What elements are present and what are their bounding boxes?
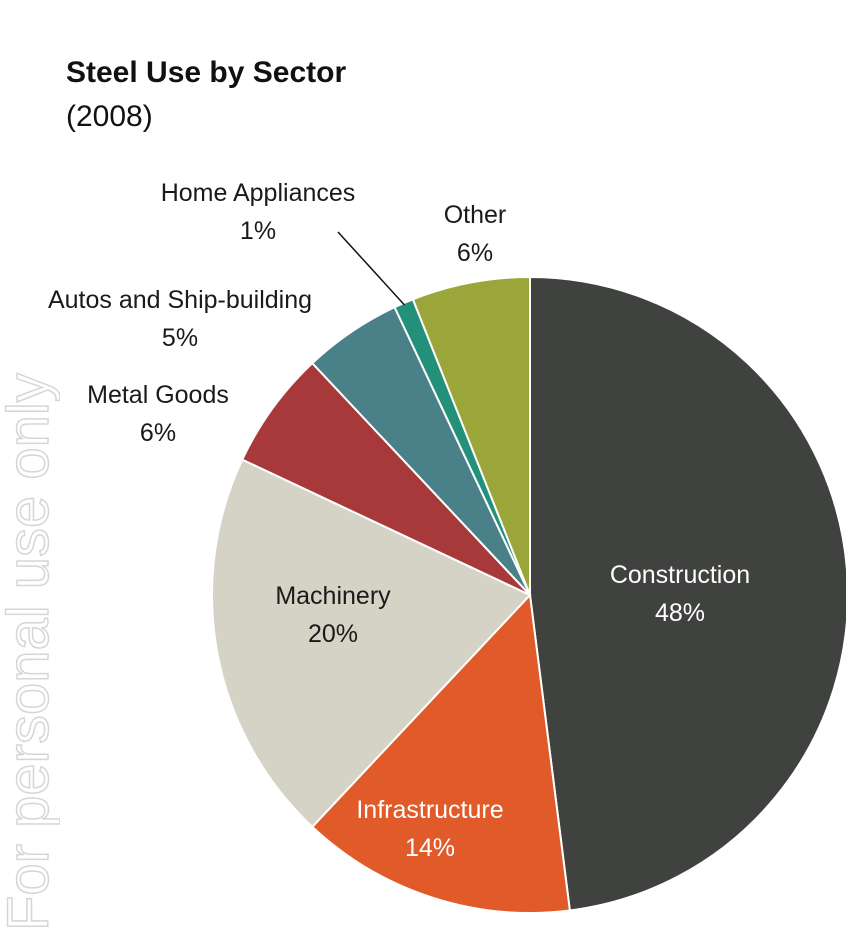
slice-value-machinery: 20% bbox=[308, 620, 358, 648]
slice-value-other: 6% bbox=[457, 239, 493, 267]
pie-slice-infrastructure bbox=[310, 592, 571, 914]
chart-subtitle: (2008) bbox=[66, 100, 153, 133]
slice-value-metal-goods: 6% bbox=[140, 419, 176, 447]
watermark-text: For personal use only bbox=[0, 373, 60, 931]
slice-label-home-appliances: Home Appliances bbox=[161, 179, 356, 207]
slice-label-infrastructure: Infrastructure bbox=[356, 796, 503, 824]
slice-value-home-appliances: 1% bbox=[240, 217, 276, 245]
pie-slice-other bbox=[411, 275, 531, 596]
slice-label-other: Other bbox=[444, 201, 507, 229]
pie-slice-construction bbox=[529, 275, 846, 912]
slice-label-construction: Construction bbox=[610, 561, 750, 589]
slice-value-infrastructure: 14% bbox=[405, 834, 455, 862]
slice-label-machinery: Machinery bbox=[275, 582, 391, 610]
chart-title: Steel Use by Sector bbox=[66, 56, 347, 89]
pie-slice-metal-goods bbox=[240, 361, 531, 596]
slice-label-metal-goods: Metal Goods bbox=[87, 381, 229, 409]
leader-line-home-appliances bbox=[337, 231, 406, 306]
slice-value-autos-and-ship-building: 5% bbox=[162, 324, 198, 352]
slice-label-autos-and-ship-building: Autos and Ship-building bbox=[48, 286, 312, 314]
pie-slice-machinery bbox=[211, 458, 532, 829]
watermark: For personal use only bbox=[0, 0, 60, 931]
slice-value-construction: 48% bbox=[655, 599, 705, 627]
